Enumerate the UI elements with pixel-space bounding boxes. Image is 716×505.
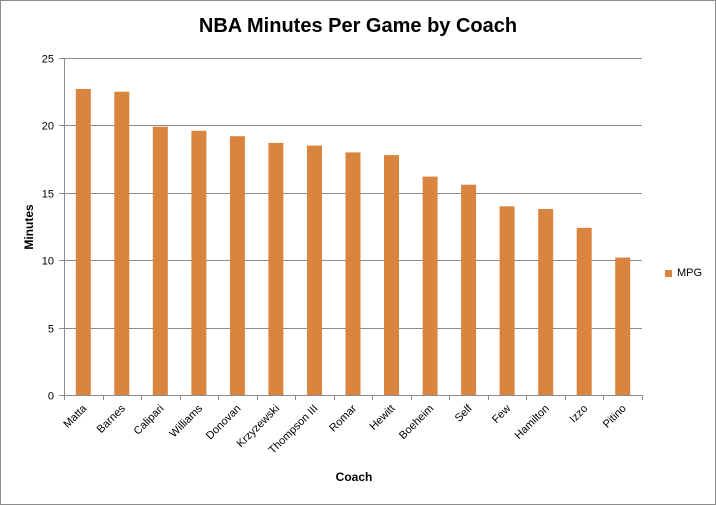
x-tick-label: Self (453, 402, 476, 425)
bar (615, 257, 631, 395)
bar (538, 209, 554, 395)
y-tick-label: 10 (42, 256, 54, 268)
x-tick-label: Hewitt (368, 403, 398, 433)
y-tick-label: 0 (48, 391, 54, 403)
y-tick-label: 5 (48, 324, 54, 336)
bar (152, 126, 168, 395)
bar (229, 136, 245, 395)
bar (345, 152, 361, 395)
x-tick-label: Boeheim (397, 403, 436, 442)
bar (461, 184, 477, 395)
x-tick-label: Williams (168, 402, 206, 440)
bar (576, 227, 592, 395)
x-tick-label: Few (490, 403, 513, 426)
y-tick-label: 15 (42, 189, 54, 201)
x-tick-label: Hamilton (513, 403, 552, 442)
x-tick-label: Pitino (601, 403, 629, 431)
chart-title: NBA Minutes Per Game by Coach (198, 15, 518, 37)
y-axis-label: Minutes (22, 204, 36, 250)
y-tick-label: 25 (42, 54, 54, 66)
bar (499, 206, 515, 395)
legend-swatch (665, 269, 672, 277)
legend-label: MPG (677, 267, 703, 279)
bar (268, 142, 284, 395)
bar (191, 130, 207, 396)
bar (422, 176, 438, 395)
bar (114, 91, 130, 395)
bar (75, 89, 91, 395)
x-tick-label: Matta (61, 402, 90, 431)
x-axis-label: Coach (335, 470, 373, 484)
x-tick-label: Donovan (204, 403, 244, 443)
x-tick-label: Romar (327, 402, 359, 434)
y-tick-label: 20 (42, 121, 54, 133)
x-tick-label: Calipari (132, 403, 167, 438)
bar (307, 145, 322, 395)
legend: MPG (665, 267, 702, 279)
bar (384, 155, 399, 395)
x-tick-label: Izzo (568, 403, 591, 426)
x-tick-label: Barnes (95, 402, 128, 435)
